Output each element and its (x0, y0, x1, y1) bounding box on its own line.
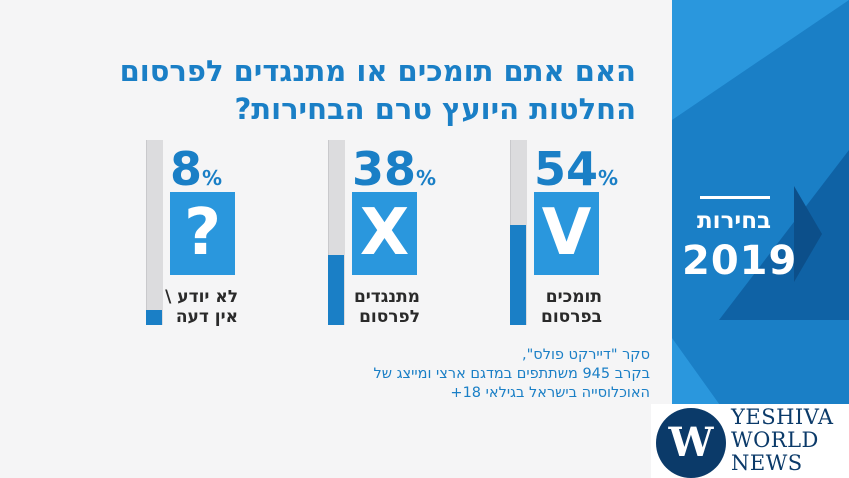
bar (510, 225, 526, 325)
percent-sign: % (598, 166, 619, 190)
data-label-value: 38 (352, 142, 417, 196)
percent-sign: % (202, 166, 223, 190)
category-label-line: בפרסום (540, 307, 602, 327)
logo-mark: W (668, 419, 714, 466)
category-label: מתנגדים לפרסום (310, 287, 420, 327)
category-label: לא יודע \ אין דעה (128, 287, 238, 327)
check-icon: V (534, 192, 599, 275)
logo-line: NEWS (731, 451, 803, 475)
elections-badge-year: 2019 (682, 238, 798, 284)
bar (146, 310, 162, 325)
logo-line: WORLD (731, 428, 819, 452)
bar (328, 255, 344, 325)
chevron-right-icon (794, 186, 822, 282)
title-line: האם אתם תומכים או מתנגדים לפרסום (119, 54, 636, 88)
logo-line: YESHIVA (731, 405, 834, 429)
percent-sign: % (416, 166, 437, 190)
category-label-line: תומכים (545, 287, 602, 307)
x-icon: X (352, 192, 417, 275)
elections-badge-word: בחירות (696, 208, 772, 234)
badge-rule (700, 196, 770, 199)
data-label: 8% (170, 146, 222, 201)
data-label-value: 54 (534, 142, 599, 196)
data-label: 54% (534, 146, 618, 201)
category-label-line: לא יודע \ (165, 287, 238, 307)
footnote-line: סקר "דיירקט פולס", (522, 347, 650, 363)
decor-triangle (672, 0, 849, 120)
logo-circle (656, 408, 726, 478)
data-label-value: 8 (170, 142, 203, 196)
question-icon: ? (170, 192, 235, 275)
data-label: 38% (352, 146, 436, 201)
bar-track (146, 140, 163, 325)
footnote-line: האוכלוסייה בישראל בגילאי 18+ (450, 385, 650, 401)
category-label-line: לפרסום (359, 307, 420, 327)
decor-triangle (719, 150, 849, 320)
title-line: החלטות היועץ טרם הבחירות? (234, 92, 636, 126)
chart-title: האם אתם תומכים או מתנגדים לפרסום החלטות … (70, 52, 636, 128)
footnote-line: בקרב 945 משתתפים במדגם ארצי ומייצג של (373, 366, 650, 382)
yeshiva-world-news-logo: W YESHIVA WORLD NEWS (651, 404, 849, 478)
category-label: תומכים בפרסום (492, 287, 602, 327)
category-label-line: אין דעה (175, 307, 238, 327)
survey-footnote: סקר "דיירקט פולס", בקרב 945 משתתפים במדג… (330, 346, 650, 403)
category-label-line: מתנגדים (353, 287, 420, 307)
logo-wordmark: YESHIVA WORLD NEWS (731, 406, 849, 475)
